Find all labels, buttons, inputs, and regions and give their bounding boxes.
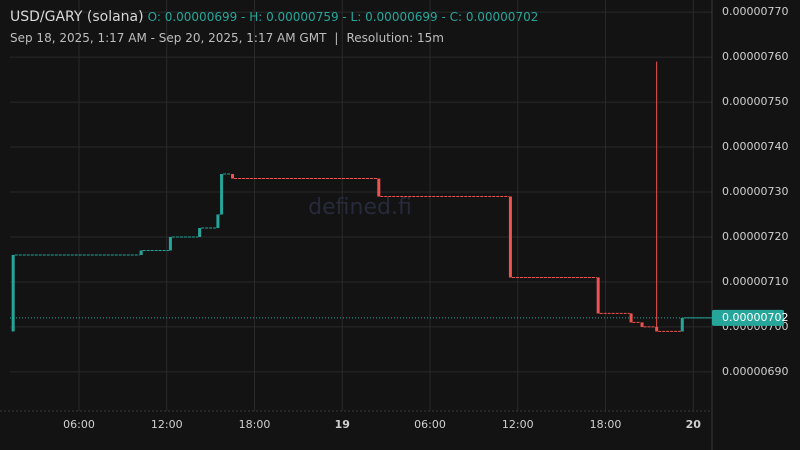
watermark: defined.fi — [308, 195, 412, 220]
candle-body — [220, 174, 224, 215]
candle-body — [596, 277, 600, 314]
y-tick-label: 0.00000760 — [722, 50, 788, 63]
candle-body — [198, 227, 202, 237]
y-tick-label: 0.00000720 — [722, 230, 788, 243]
x-tick-label: 19 — [335, 418, 350, 431]
header: USD/GARY (solana) O: 0.00000699 - H: 0.00… — [10, 9, 538, 45]
candle-body — [640, 322, 644, 327]
y-tick-label: 0.00000770 — [722, 5, 788, 18]
last-price-label: 0.00000702 — [722, 311, 788, 324]
candle-body — [655, 326, 659, 332]
x-tick-label: 18:00 — [239, 418, 271, 431]
y-tick-label: 0.00000710 — [722, 275, 788, 288]
x-tick-label: 12:00 — [151, 418, 183, 431]
candle-body — [168, 236, 172, 251]
date-range: Sep 18, 2025, 1:17 AM - Sep 20, 2025, 1:… — [10, 31, 327, 45]
x-tick-label: 18:00 — [590, 418, 622, 431]
candle-body — [680, 317, 684, 332]
y-tick-label: 0.00000730 — [722, 185, 788, 198]
chart-title: USD/GARY (solana) — [10, 9, 144, 25]
y-tick-label: 0.00000690 — [722, 365, 788, 378]
candle-body — [508, 196, 512, 278]
resolution: Resolution: 15m — [346, 31, 444, 45]
candle-body — [216, 214, 220, 228]
last-price-box — [712, 309, 784, 326]
candle-body — [377, 178, 381, 197]
candle-body — [11, 254, 15, 332]
title-row: USD/GARY (solana) O: 0.00000699 - H: 0.00… — [10, 9, 538, 25]
ohlc-summary: O: 0.00000699 - H: 0.00000759 - L: 0.000… — [147, 10, 539, 24]
separator: | — [334, 31, 339, 45]
candle-body — [231, 174, 235, 179]
x-tick-label: 12:00 — [502, 418, 534, 431]
x-tick-label: 06:00 — [414, 418, 446, 431]
candle-body — [139, 250, 143, 255]
x-tick-label: 20 — [686, 418, 702, 431]
y-tick-label: 0.00000750 — [722, 95, 788, 108]
x-tick-label: 06:00 — [63, 418, 95, 431]
y-tick-label: 0.00000740 — [722, 140, 788, 153]
subtitle-row: Sep 18, 2025, 1:17 AM - Sep 20, 2025, 1:… — [10, 31, 538, 45]
